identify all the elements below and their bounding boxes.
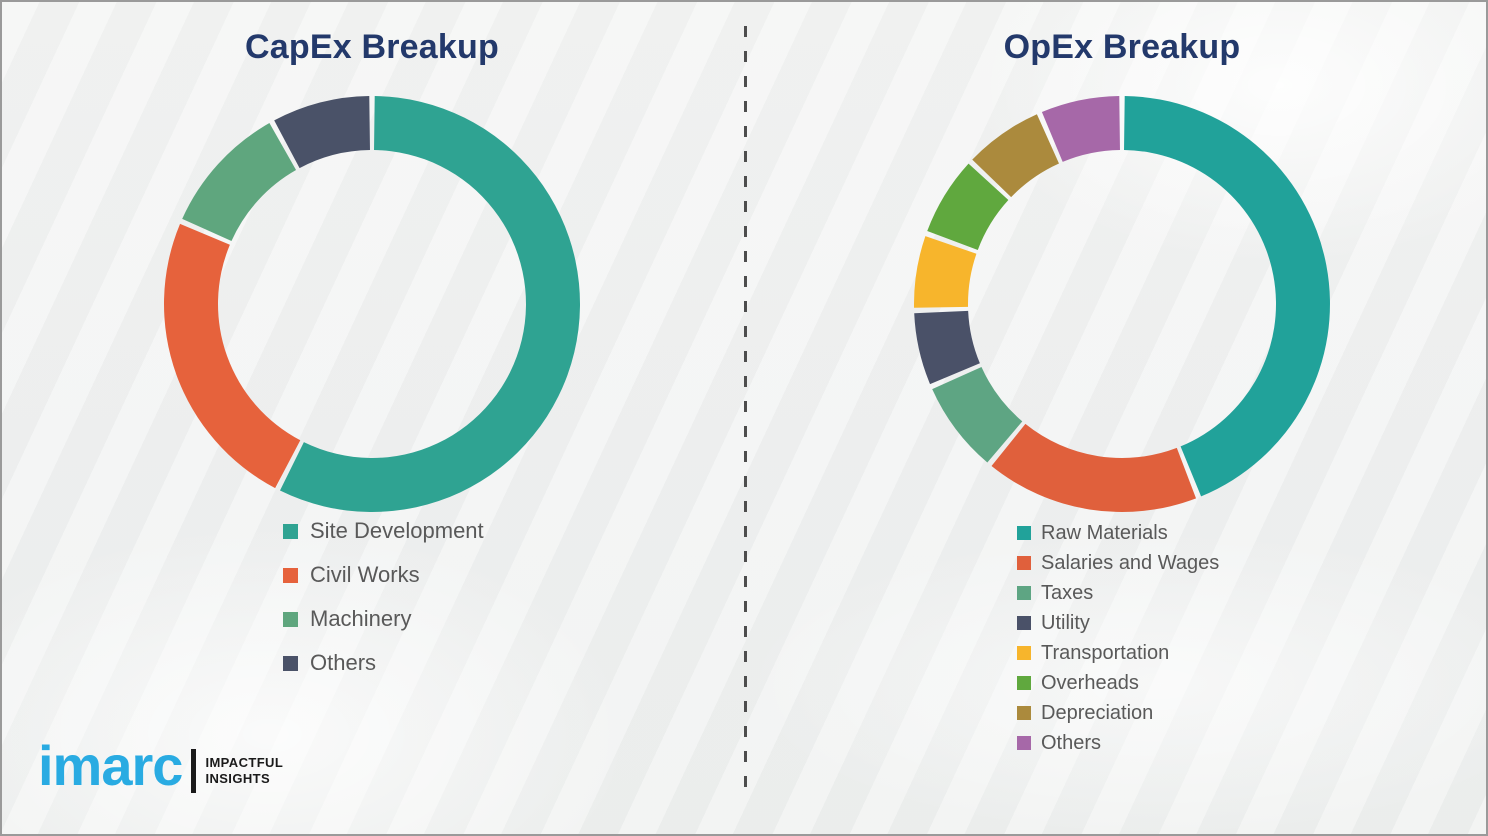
tagline-line-2: INSIGHTS: [205, 771, 271, 786]
capex-legend: Site Development Civil Works Machinery Othe…: [283, 509, 484, 685]
opex-legend: Raw Materials Salaries and Wages Taxes Util…: [1017, 518, 1219, 758]
legend-item-others: Others: [283, 641, 484, 685]
legend-swatch-depreciation: [1017, 706, 1031, 720]
legend-swatch-civil-works: [283, 567, 298, 583]
donut-slice-civil-works: [163, 223, 301, 489]
legend-label: Others: [1041, 731, 1102, 754]
legend-swatch-others: [1017, 736, 1031, 750]
legend-item-others: Others: [1017, 728, 1219, 758]
legend-item-taxes: Taxes: [1017, 578, 1219, 608]
tagline-line-1: IMPACTFUL: [205, 754, 284, 770]
legend-label: Civil Works: [310, 562, 420, 587]
legend-swatch-salaries-and-wages: [1017, 556, 1031, 570]
donut-slice-overheads: [927, 163, 1009, 250]
legend-item-transportation: Transportation: [1017, 638, 1219, 668]
donut-slice-others: [1041, 96, 1120, 162]
legend-item-depreciation: Depreciation: [1017, 698, 1219, 728]
legend-label: Salaries and Wages: [1041, 551, 1220, 574]
imarc-logo-wordmark: imarc: [38, 734, 183, 797]
legend-label: Transportation: [1041, 641, 1170, 664]
opex-chart-title: OpEx Breakup: [1003, 28, 1241, 66]
legend-swatch-others: [283, 655, 298, 671]
legend-swatch-taxes: [1017, 586, 1031, 600]
legend-item-raw-materials: Raw Materials: [1017, 518, 1219, 548]
donut-slice-utility: [914, 310, 980, 385]
legend-label: Raw Materials: [1041, 521, 1168, 544]
legend-item-overheads: Overheads: [1017, 668, 1219, 698]
capex-donut-chart: [163, 96, 580, 513]
legend-swatch-machinery: [283, 611, 298, 627]
legend-swatch-transportation: [1017, 646, 1031, 660]
legend-swatch-overheads: [1017, 676, 1031, 690]
opex-donut-chart: [913, 96, 1330, 513]
legend-label: Others: [310, 650, 377, 675]
donut-slice-site-development: [280, 96, 580, 513]
imarc-logo: imarc IMPACTFUL INSIGHTS: [38, 738, 283, 794]
legend-label: Overheads: [1041, 671, 1139, 694]
imarc-logo-tagline: IMPACTFUL INSIGHTS: [205, 755, 283, 788]
legend-item-machinery: Machinery: [283, 597, 484, 641]
donut-slice-transportation: [913, 236, 977, 308]
legend-label: Taxes: [1041, 581, 1094, 604]
dashed-divider: [744, 26, 747, 794]
legend-item-civil-works: Civil Works: [283, 553, 484, 597]
legend-swatch-utility: [1017, 616, 1031, 630]
legend-swatch-site-development: [283, 523, 298, 539]
legend-label: Utility: [1041, 611, 1090, 634]
donut-slice-raw-materials: [1124, 96, 1330, 497]
legend-label: Depreciation: [1041, 701, 1154, 724]
donut-slice-taxes: [932, 367, 1023, 463]
donut-slice-machinery: [182, 123, 297, 241]
capex-chart-title: CapEx Breakup: [245, 28, 499, 66]
donut-slice-others: [274, 96, 370, 169]
legend-label: Site Development: [310, 518, 484, 543]
logo-divider-bar: [191, 749, 197, 793]
donut-slice-depreciation: [972, 114, 1059, 198]
donut-slice-salaries-and-wages: [991, 423, 1197, 513]
legend-item-utility: Utility: [1017, 608, 1219, 638]
legend-swatch-raw-materials: [1017, 526, 1031, 540]
legend-item-salaries-and-wages: Salaries and Wages: [1017, 548, 1219, 578]
legend-label: Machinery: [310, 606, 412, 631]
legend-item-site-development: Site Development: [283, 509, 484, 553]
